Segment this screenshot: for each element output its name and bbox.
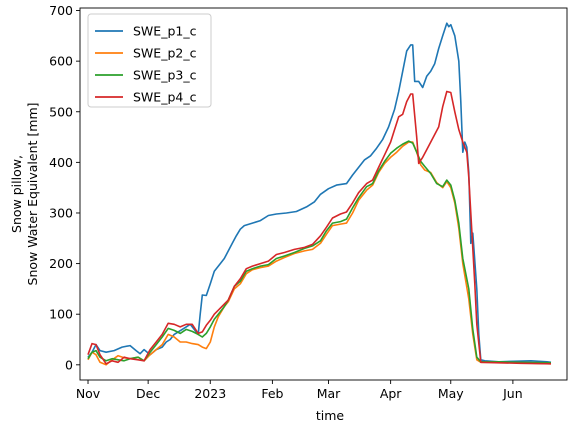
y-axis-label-line-1: Snow pillow, (9, 155, 24, 233)
x-tick-label: Apr (380, 386, 402, 401)
x-axis-label: time (316, 408, 345, 423)
legend: SWE_p1_c SWE_p2_c SWE_p3_c SWE_p4_c (87, 13, 212, 108)
x-tick-label: Jun (502, 386, 523, 401)
legend-box (87, 13, 212, 108)
legend-label-3: SWE_p3_c (133, 68, 197, 83)
legend-label-1: SWE_p1_c (133, 24, 197, 39)
y-tick-label: 500 (49, 104, 73, 119)
series-line-3 (87, 140, 552, 364)
x-tick-label: May (438, 386, 464, 401)
y-tick-label: 100 (49, 307, 73, 322)
y-axis-label: Snow pillow, Snow Water Equivalent [mm] (9, 103, 40, 286)
x-tick-label: 2023 (194, 386, 226, 401)
series-line-1 (87, 22, 552, 364)
y-axis-label-line-2: Snow Water Equivalent [mm] (25, 103, 40, 286)
plot-area-frame (79, 7, 568, 381)
x-tick-label: Dec (136, 386, 160, 401)
y-axis-ticks: 0 100 200 300 400 500 600 700 (49, 3, 80, 372)
y-tick-label: 400 (49, 155, 73, 170)
y-tick-label: 300 (49, 205, 73, 220)
y-tick-label: 600 (49, 54, 73, 69)
y-tick-label: 200 (49, 256, 73, 271)
y-tick-label: 0 (65, 357, 73, 372)
series-line-4 (87, 90, 552, 365)
legend-label-2: SWE_p2_c (133, 46, 197, 61)
legend-label-4: SWE_p4_c (133, 90, 197, 105)
x-tick-label: Nov (76, 386, 101, 401)
series-line-2 (87, 141, 552, 366)
series-layer (87, 22, 552, 366)
x-tick-label: Feb (261, 386, 283, 401)
x-tick-label: Mar (317, 386, 341, 401)
y-tick-label: 700 (49, 3, 73, 18)
x-axis-ticks: Nov Dec 2023 Feb Mar Apr May Jun (76, 380, 523, 401)
